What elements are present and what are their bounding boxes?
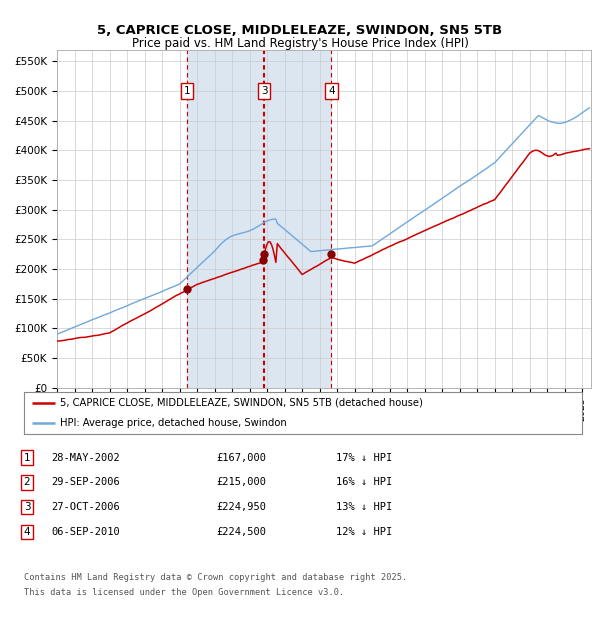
Text: This data is licensed under the Open Government Licence v3.0.: This data is licensed under the Open Gov… [24, 588, 344, 596]
Text: 06-SEP-2010: 06-SEP-2010 [51, 527, 120, 537]
Text: 3: 3 [23, 502, 31, 512]
Text: HPI: Average price, detached house, Swindon: HPI: Average price, detached house, Swin… [60, 418, 287, 428]
Text: Contains HM Land Registry data © Crown copyright and database right 2025.: Contains HM Land Registry data © Crown c… [24, 574, 407, 582]
Text: 5, CAPRICE CLOSE, MIDDLELEAZE, SWINDON, SN5 5TB (detached house): 5, CAPRICE CLOSE, MIDDLELEAZE, SWINDON, … [60, 398, 423, 408]
Text: Price paid vs. HM Land Registry's House Price Index (HPI): Price paid vs. HM Land Registry's House … [131, 37, 469, 50]
Text: £224,950: £224,950 [216, 502, 266, 512]
Text: £167,000: £167,000 [216, 453, 266, 463]
Text: 4: 4 [328, 86, 335, 96]
Text: 12% ↓ HPI: 12% ↓ HPI [336, 527, 392, 537]
Text: 27-OCT-2006: 27-OCT-2006 [51, 502, 120, 512]
Text: 16% ↓ HPI: 16% ↓ HPI [336, 477, 392, 487]
Text: 13% ↓ HPI: 13% ↓ HPI [336, 502, 392, 512]
Text: 17% ↓ HPI: 17% ↓ HPI [336, 453, 392, 463]
Text: 1: 1 [23, 453, 31, 463]
Text: 4: 4 [23, 527, 31, 537]
Bar [187, 50, 331, 388]
Text: 1: 1 [184, 86, 190, 96]
Text: 3: 3 [261, 86, 268, 96]
Text: 28-MAY-2002: 28-MAY-2002 [51, 453, 120, 463]
Text: £224,500: £224,500 [216, 527, 266, 537]
Text: 29-SEP-2006: 29-SEP-2006 [51, 477, 120, 487]
Text: 2: 2 [23, 477, 31, 487]
Text: £215,000: £215,000 [216, 477, 266, 487]
Text: 5, CAPRICE CLOSE, MIDDLELEAZE, SWINDON, SN5 5TB: 5, CAPRICE CLOSE, MIDDLELEAZE, SWINDON, … [97, 25, 503, 37]
